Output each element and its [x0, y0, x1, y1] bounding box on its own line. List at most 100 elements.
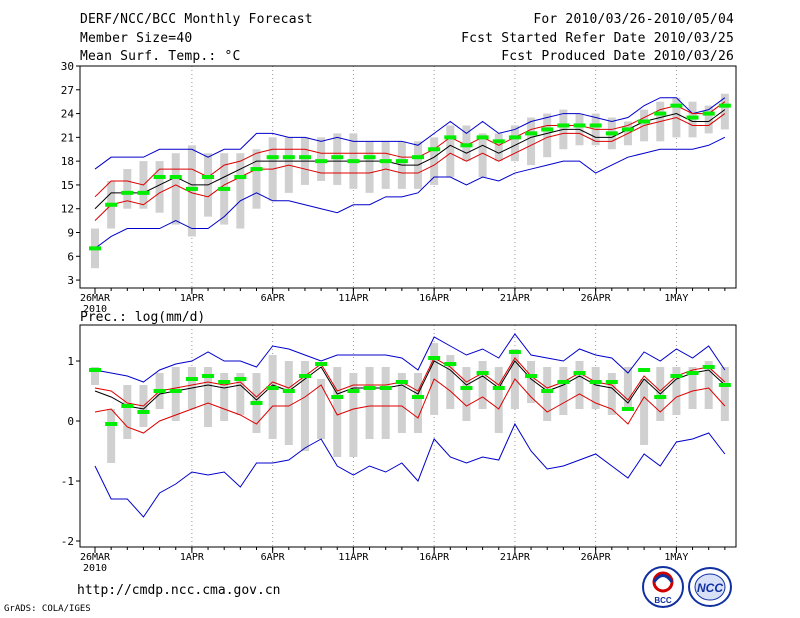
panel1-median-mark-39 — [718, 103, 731, 108]
panel1-box-39 — [720, 93, 729, 130]
panel1-mean-line — [94, 109, 726, 210]
panel1-box-18 — [381, 141, 390, 189]
panel1-median-mark-22 — [444, 135, 457, 140]
panel2-box-2 — [123, 385, 132, 439]
panel1-xtick-label-0: 26MAR — [80, 293, 111, 304]
panel2-max-line — [94, 333, 726, 383]
bcc-logo: BCC — [642, 566, 684, 608]
variable-label: Mean Surf. Temp.: °C — [80, 49, 241, 64]
panel2-median-mark-38 — [702, 365, 715, 369]
panel2-median-mark-39 — [718, 383, 731, 387]
panel1-box-28 — [543, 113, 552, 158]
panel2-box-1 — [107, 409, 116, 463]
panel1-xtick-label-3: 11APR — [338, 293, 369, 304]
panel2-xtick-label-0: 26MAR — [80, 552, 111, 563]
panel2-median-mark-8 — [218, 380, 231, 384]
panel1-median-mark-8 — [218, 186, 231, 191]
panel2-box-23 — [462, 367, 471, 421]
panel2-median-mark-0 — [89, 368, 101, 372]
panel1-median-mark-28 — [541, 127, 554, 132]
panel1-ytick-label-0: 3 — [67, 274, 74, 287]
panel2-ytick-label-1: -1 — [61, 475, 74, 488]
panel2-box-16 — [349, 373, 358, 457]
panel1-box-38 — [704, 105, 713, 134]
panel1-median-mark-14 — [315, 159, 328, 164]
member-size: Member Size=40 — [80, 31, 193, 46]
panel2-frame — [79, 324, 737, 548]
panel2-median-mark-34 — [638, 368, 651, 372]
panel2-box-20 — [414, 373, 422, 433]
panel2-median-mark-30 — [573, 371, 586, 375]
panel2-xtick-label-2: 6APR — [261, 552, 286, 563]
panel2-box-27 — [527, 361, 536, 403]
panel1-median-mark-15 — [331, 155, 344, 160]
panel2-median-mark-17 — [363, 386, 376, 390]
panel2-box-19 — [397, 373, 406, 433]
panel2-median-mark-36 — [670, 374, 683, 378]
panel2-box-38 — [704, 361, 713, 409]
panel1-ytick-label-6: 21 — [61, 131, 74, 144]
panel2-box-12 — [284, 361, 293, 445]
chart-title: DERF/NCC/BCC Monthly Forecast — [80, 12, 313, 27]
panel1-median-mark-24 — [476, 135, 489, 140]
ncc-logo: NCC — [688, 567, 732, 607]
panel1-box-5 — [171, 153, 180, 225]
panel1-median-mark-33 — [621, 127, 634, 132]
panel1-median-mark-12 — [282, 155, 295, 160]
panel1-median-mark-18 — [379, 159, 392, 164]
panel1-median-mark-31 — [589, 123, 602, 128]
panel1-median-mark-34 — [638, 119, 651, 124]
grads-credit: GrADS: COLA/IGES — [4, 604, 91, 614]
panel1-ytick-label-5: 18 — [61, 155, 74, 168]
panel2-box-24 — [478, 361, 487, 409]
panel1-median-mark-29 — [557, 123, 570, 128]
panel2-box-14 — [317, 379, 326, 439]
panel1-box-24 — [478, 133, 487, 177]
panel2-spread-high-line — [94, 357, 726, 407]
panel2-median-mark-13 — [298, 374, 311, 378]
panel2-xtick-label-7: 1MAY — [664, 552, 688, 563]
panel2-median-mark-1 — [105, 422, 118, 426]
panel1-median-mark-27 — [525, 131, 538, 136]
forecast-range: For 2010/03/26-2010/05/04 — [533, 12, 734, 27]
panel2-box-36 — [672, 367, 681, 415]
panel2-median-mark-37 — [686, 371, 699, 375]
panel2-spread-low-line — [94, 378, 726, 434]
panel2-box-8 — [220, 373, 229, 421]
panel2-median-mark-28 — [541, 389, 554, 393]
panel1-median-mark-30 — [573, 123, 586, 128]
panel1-box-17 — [365, 141, 374, 193]
panel2-median-mark-20 — [412, 395, 424, 399]
refer-date: Fcst Started Refer Date 2010/03/25 — [461, 31, 734, 46]
panel1-median-mark-19 — [395, 159, 408, 164]
source-url[interactable]: http://cmdp.ncc.cma.gov.cn — [77, 583, 281, 598]
panel1-box-10 — [252, 149, 261, 209]
panel2-median-mark-4 — [153, 389, 166, 393]
panel2-ytick-label-0: -2 — [61, 535, 74, 548]
panel1-max-line — [94, 97, 726, 170]
panel1-median-mark-36 — [670, 103, 683, 108]
bcc-logo-text: BCC — [654, 596, 672, 605]
panel2-median-mark-29 — [557, 380, 570, 384]
panel1-median-mark-20 — [412, 155, 424, 160]
panel2-median-mark-18 — [379, 386, 392, 390]
panel2-xtick-label-1: 1APR — [180, 552, 205, 563]
panel2-box-13 — [300, 361, 309, 451]
panel2-median-mark-25 — [492, 386, 505, 390]
panel2-box-17 — [365, 367, 374, 439]
panel1-median-mark-3 — [137, 190, 150, 195]
panel2-box-33 — [623, 367, 632, 409]
panel1-median-mark-17 — [363, 155, 376, 160]
panel2-median-mark-26 — [508, 350, 521, 354]
panel1-ytick-label-4: 15 — [61, 179, 74, 192]
panel1-box-21 — [430, 137, 439, 185]
panel2-box-31 — [591, 367, 600, 409]
panel1-ytick-label-3: 12 — [61, 203, 74, 216]
panel2-box-30 — [575, 361, 584, 409]
panel2-median-mark-7 — [202, 374, 215, 378]
panel2-box-9 — [236, 373, 245, 415]
panel2-median-mark-27 — [525, 374, 538, 378]
panel2-box-37 — [688, 367, 697, 409]
panel2-median-mark-9 — [234, 377, 247, 381]
panel2-median-mark-35 — [654, 395, 667, 399]
